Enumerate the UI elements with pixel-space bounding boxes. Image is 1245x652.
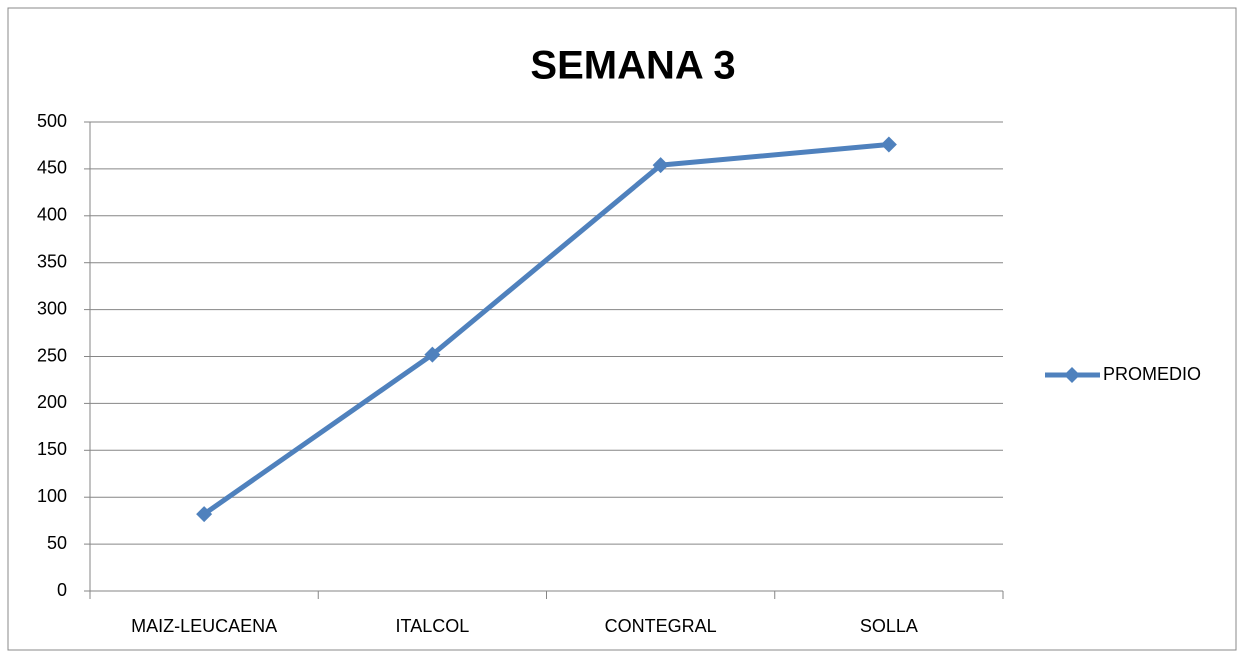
y-tick-label: 200	[37, 392, 67, 412]
data-point	[196, 506, 213, 523]
y-tick-label: 0	[57, 580, 67, 600]
data-point	[424, 346, 441, 363]
x-tick-label: SOLLA	[860, 616, 918, 636]
series-line	[202, 142, 890, 517]
y-tick-label: 100	[37, 486, 67, 506]
chart-border	[7, 7, 1237, 651]
legend-label: PROMEDIO	[1103, 364, 1201, 384]
y-tick-label: 400	[37, 205, 67, 225]
y-tick-label: 50	[47, 533, 67, 553]
chart-title: SEMANA 3	[530, 44, 735, 88]
x-tick-label: CONTEGRAL	[605, 616, 717, 636]
y-tick-label: 450	[37, 158, 67, 178]
y-tick-label: 500	[37, 111, 67, 131]
x-tick-label: ITALCOL	[396, 616, 470, 636]
data-point	[652, 157, 669, 174]
legend-marker	[1064, 367, 1080, 383]
y-tick-label: 300	[37, 298, 67, 318]
y-tick-label: 350	[37, 251, 67, 271]
x-tick-label: MAIZ-LEUCAENA	[131, 616, 277, 636]
y-tick-label: 150	[37, 439, 67, 459]
data-point	[880, 136, 897, 153]
y-tick-label: 250	[37, 345, 67, 365]
